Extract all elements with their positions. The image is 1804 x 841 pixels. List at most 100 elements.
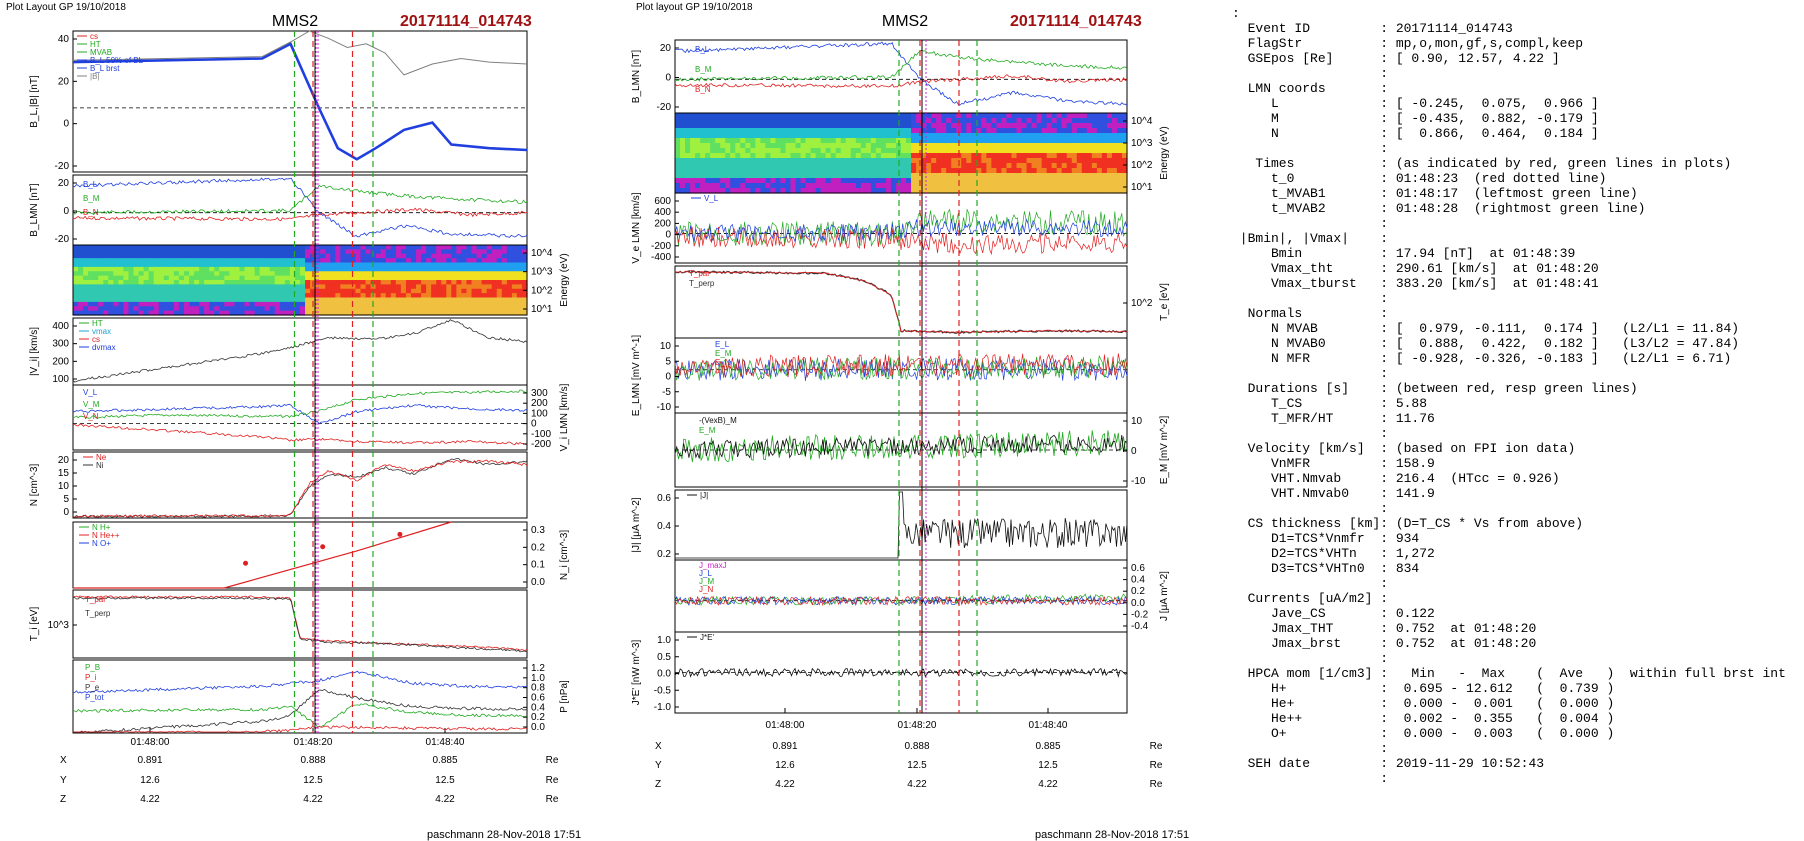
left-ion-energy-cell bbox=[405, 266, 412, 272]
left-vilmn-series-v-n bbox=[72, 423, 528, 446]
left-ion-energy-cell bbox=[108, 306, 114, 312]
left-ion-energy-cell bbox=[330, 266, 336, 272]
right-electron-energy-cell bbox=[850, 113, 857, 119]
left-ion-energy-cell bbox=[516, 280, 523, 285]
right-electron-energy-cell bbox=[976, 148, 982, 154]
right-blmn-frame bbox=[674, 39, 1128, 114]
right-electron-energy-cell bbox=[1111, 123, 1118, 129]
left-ion-energy-cell bbox=[183, 266, 190, 272]
left-ion-energy-cell bbox=[491, 293, 498, 299]
right-electron-energy-cell bbox=[931, 163, 937, 169]
right-electron-energy-cell bbox=[725, 158, 731, 164]
right-electron-energy-cell bbox=[875, 128, 882, 134]
right-electron-energy-cell bbox=[810, 188, 817, 194]
left-ion-energy-cell bbox=[446, 280, 452, 285]
right-electron-energy-cell bbox=[690, 123, 696, 129]
right-electron-energy-cell bbox=[1056, 158, 1063, 164]
left-ion-energy-cell bbox=[229, 271, 236, 277]
left-b-total-series--b- bbox=[72, 30, 528, 76]
left-ion-energy-cell bbox=[229, 297, 236, 303]
left-ion-energy-cell bbox=[491, 284, 498, 290]
right-jlmn-legend-item: J_N bbox=[699, 585, 713, 594]
right-electron-energy-cell bbox=[1061, 173, 1068, 179]
right-electron-energy-cell bbox=[1096, 188, 1103, 194]
right-electron-energy-cell bbox=[720, 123, 726, 129]
left-ni-species-legend-item: N H+ bbox=[92, 523, 111, 532]
left-ion-energy-cell bbox=[189, 258, 195, 264]
info-line: : bbox=[1232, 771, 1389, 786]
left-ion-energy-cell bbox=[73, 288, 79, 294]
right-electron-energy-cell bbox=[710, 138, 716, 144]
left-ion-energy-cell bbox=[133, 275, 140, 281]
left-ion-energy-cell bbox=[163, 310, 170, 316]
left-ion-energy-cell bbox=[108, 297, 114, 303]
left-ion-energy-cell bbox=[436, 245, 442, 250]
right-electron-energy-cell bbox=[991, 183, 998, 189]
right-electron-energy-cell bbox=[815, 118, 822, 124]
right-electron-energy-cell bbox=[845, 188, 852, 194]
right-electron-energy-cell bbox=[870, 168, 877, 174]
right-electron-energy-cell bbox=[855, 173, 862, 179]
right-electron-energy-cell bbox=[1076, 153, 1083, 159]
right-electron-energy-cell bbox=[675, 118, 681, 124]
right-electron-energy-cell bbox=[996, 173, 1003, 179]
left-ion-energy-cell bbox=[73, 275, 79, 281]
right-electron-energy-cell bbox=[1046, 168, 1053, 174]
left-ion-energy-cell bbox=[466, 271, 473, 277]
left-ion-energy-cell bbox=[189, 245, 195, 250]
info-line: Bmin : 17.94 [nT] at 01:48:39 bbox=[1232, 246, 1576, 261]
right-electron-energy-cell bbox=[1046, 143, 1053, 149]
right-electron-energy-cell bbox=[1006, 113, 1013, 119]
right-electron-energy-ytick: 10^1 bbox=[1131, 182, 1153, 193]
left-ion-energy-cell bbox=[284, 275, 291, 281]
right-electron-energy-cell bbox=[725, 148, 731, 154]
right-electron-energy-ytick: 10^4 bbox=[1131, 116, 1153, 127]
left-ion-energy-cell bbox=[325, 275, 331, 281]
left-ion-energy-cell bbox=[118, 297, 125, 303]
right-electron-energy-cell bbox=[790, 183, 797, 189]
right-electron-energy-cell bbox=[735, 113, 741, 119]
right-electron-energy-cell bbox=[1086, 148, 1093, 154]
left-ion-energy-cell bbox=[405, 253, 412, 259]
right-electron-energy-cell bbox=[775, 133, 782, 139]
left-ion-energy-cell bbox=[410, 253, 417, 259]
left-ion-energy-cell bbox=[199, 301, 205, 307]
left-ion-energy-cell bbox=[259, 284, 266, 290]
left-ion-energy-cell bbox=[345, 288, 352, 294]
left-ion-energy-cell bbox=[183, 310, 190, 316]
left-ion-energy-cell bbox=[199, 297, 205, 303]
left-ion-energy-cell bbox=[390, 293, 397, 299]
right-electron-energy-cell bbox=[941, 148, 947, 154]
left-ion-energy-cell bbox=[274, 249, 281, 255]
left-ion-energy-cell bbox=[390, 288, 397, 294]
left-ion-energy-cell bbox=[431, 271, 437, 277]
left-ion-energy-cell bbox=[511, 275, 518, 281]
right-electron-energy-cell bbox=[1021, 148, 1028, 154]
left-ion-energy-cell bbox=[365, 301, 372, 307]
right-electron-energy-cell bbox=[880, 158, 887, 164]
right-electron-energy-cell bbox=[1041, 118, 1048, 124]
left-ion-energy-cell bbox=[289, 301, 296, 307]
right-electron-energy-cell bbox=[901, 143, 907, 149]
left-ion-energy-cell bbox=[421, 262, 427, 268]
left-ion-energy-cell bbox=[259, 258, 266, 264]
right-electron-energy-cell bbox=[986, 118, 992, 124]
left-ion-energy-cell bbox=[345, 301, 352, 307]
right-electron-energy-cell bbox=[710, 163, 716, 169]
left-ion-energy-cell bbox=[481, 301, 488, 307]
left-ion-energy-cell bbox=[108, 280, 114, 285]
right-electron-energy-cell bbox=[700, 153, 706, 159]
left-ion-energy-cell bbox=[284, 258, 291, 264]
right-electron-energy-cell bbox=[805, 128, 812, 134]
left-blmn-legend-item: B_L bbox=[83, 180, 98, 189]
right-electron-energy-cell bbox=[710, 128, 716, 134]
left-ion-energy-cell bbox=[340, 271, 346, 277]
right-electron-energy-cell bbox=[795, 158, 802, 164]
left-ion-energy-cell bbox=[345, 253, 352, 259]
right-electron-energy-cell bbox=[840, 173, 847, 179]
left-ion-energy-cell bbox=[501, 293, 508, 299]
right-electron-energy-cell bbox=[1011, 163, 1018, 169]
right-electron-energy-cell bbox=[850, 128, 857, 134]
left-ion-energy-cell bbox=[269, 262, 276, 268]
